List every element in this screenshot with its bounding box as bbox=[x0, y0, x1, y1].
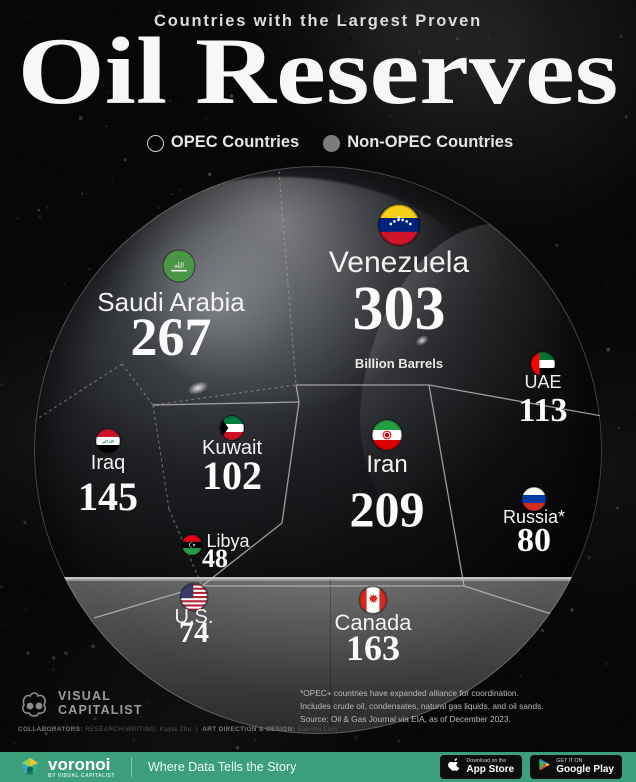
svg-text:الله: الله bbox=[174, 262, 184, 270]
